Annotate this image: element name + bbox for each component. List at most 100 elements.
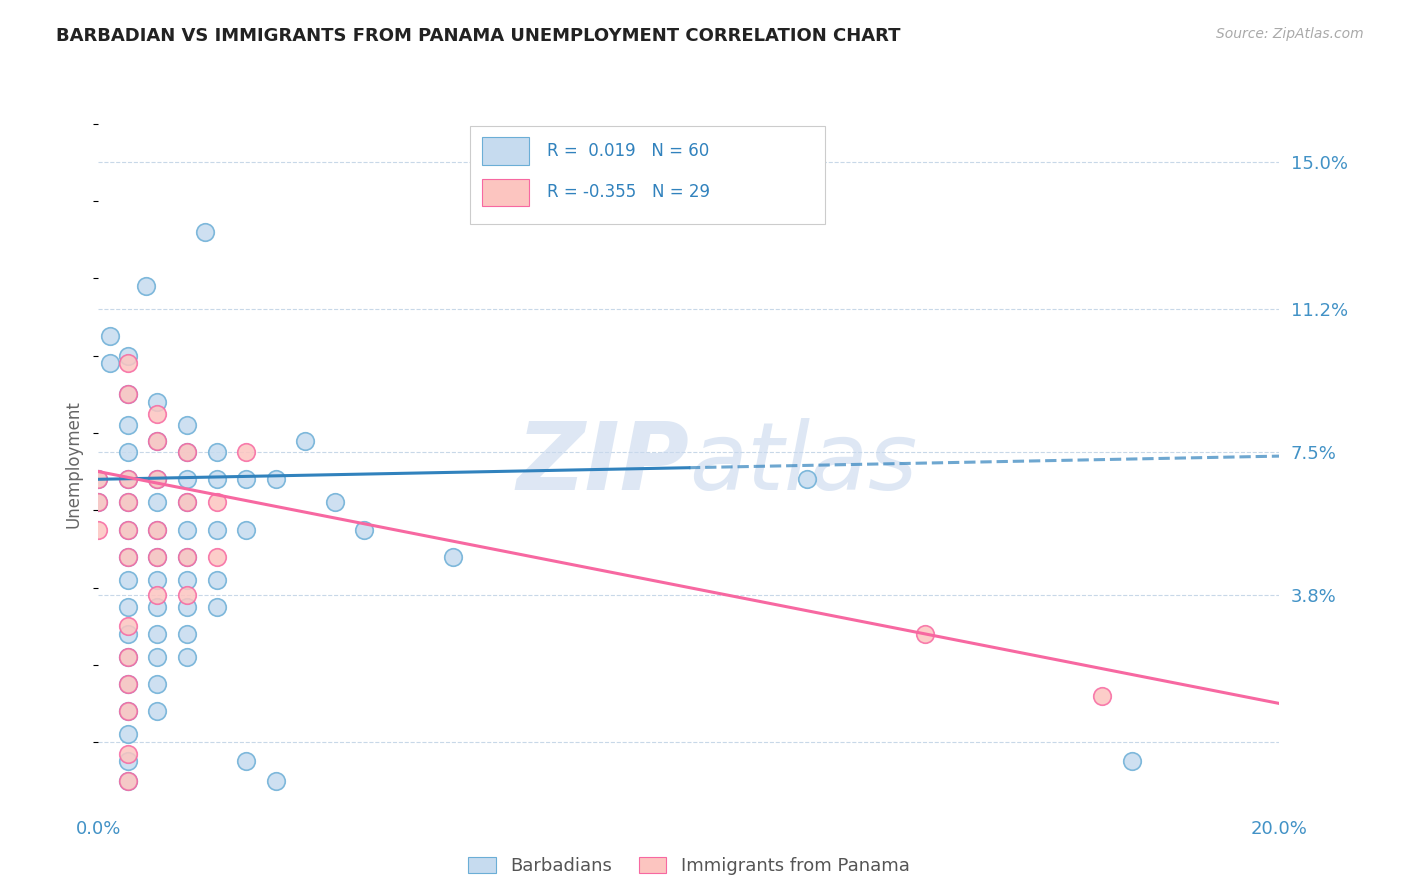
Point (353, 523, 375, 537)
Point (146, 704, 169, 718)
Point (117, 677, 139, 691)
Point (135, 279, 157, 293)
Text: Source: ZipAtlas.com: Source: ZipAtlas.com (1216, 27, 1364, 41)
Point (117, 445, 139, 459)
Point (146, 407, 169, 421)
Point (1091, 689, 1114, 703)
Point (205, 599, 228, 614)
Point (235, 445, 257, 459)
Point (235, 472, 257, 486)
Point (146, 495, 169, 509)
Point (194, 225, 217, 239)
Point (205, 495, 228, 509)
Text: R =  0.019   N = 60: R = 0.019 N = 60 (547, 142, 710, 160)
Point (176, 588, 198, 602)
Point (176, 495, 198, 509)
Point (117, 523, 139, 537)
Point (117, 650, 139, 665)
Point (146, 588, 169, 602)
Point (323, 495, 346, 509)
Point (146, 650, 169, 665)
Point (1121, 755, 1143, 769)
Point (98, 329, 121, 343)
Point (146, 549, 169, 564)
Point (205, 523, 228, 537)
Text: BARBADIAN VS IMMIGRANTS FROM PANAMA UNEMPLOYMENT CORRELATION CHART: BARBADIAN VS IMMIGRANTS FROM PANAMA UNEM… (56, 27, 901, 45)
Point (294, 434, 316, 448)
Point (117, 773, 139, 788)
Point (235, 523, 257, 537)
Point (146, 523, 169, 537)
Point (146, 434, 169, 448)
Point (117, 704, 139, 718)
Point (176, 472, 198, 486)
Point (117, 523, 139, 537)
Point (176, 495, 198, 509)
Text: R = -0.355   N = 29: R = -0.355 N = 29 (547, 184, 710, 202)
Point (205, 549, 228, 564)
Point (146, 472, 169, 486)
Point (117, 627, 139, 641)
Point (98, 356, 121, 370)
Y-axis label: Unemployment: Unemployment (65, 400, 83, 528)
Point (176, 523, 198, 537)
Point (176, 650, 198, 665)
Point (117, 549, 139, 564)
Point (205, 573, 228, 587)
Point (146, 395, 169, 409)
Bar (482, 136, 530, 165)
Point (117, 599, 139, 614)
Point (117, 387, 139, 401)
Point (117, 418, 139, 433)
Point (146, 627, 169, 641)
Point (117, 495, 139, 509)
Point (441, 549, 464, 564)
Point (87, 495, 110, 509)
Point (235, 755, 257, 769)
Point (117, 650, 139, 665)
Point (176, 418, 198, 433)
Point (117, 573, 139, 587)
Point (117, 472, 139, 486)
Point (117, 619, 139, 633)
Point (117, 755, 139, 769)
Point (176, 549, 198, 564)
Text: atlas: atlas (689, 418, 917, 509)
Point (176, 573, 198, 587)
Point (796, 472, 818, 486)
Point (264, 472, 287, 486)
Point (176, 445, 198, 459)
Point (87, 523, 110, 537)
Point (117, 773, 139, 788)
Text: ZIP: ZIP (516, 417, 689, 510)
Point (117, 349, 139, 363)
Point (87, 495, 110, 509)
Bar (482, 178, 530, 206)
Point (264, 773, 287, 788)
Point (146, 549, 169, 564)
Point (146, 472, 169, 486)
FancyBboxPatch shape (471, 127, 825, 224)
Point (176, 599, 198, 614)
Point (87, 472, 110, 486)
Legend: Barbadians, Immigrants from Panama: Barbadians, Immigrants from Panama (461, 850, 917, 883)
Point (117, 727, 139, 741)
Point (146, 573, 169, 587)
Point (176, 627, 198, 641)
Point (117, 677, 139, 691)
Point (117, 495, 139, 509)
Point (117, 356, 139, 370)
Point (117, 747, 139, 761)
Point (205, 472, 228, 486)
Point (117, 387, 139, 401)
Point (146, 434, 169, 448)
Point (146, 523, 169, 537)
Point (117, 704, 139, 718)
Point (914, 627, 936, 641)
Point (146, 677, 169, 691)
Point (176, 549, 198, 564)
Point (117, 549, 139, 564)
Point (87, 472, 110, 486)
Point (146, 599, 169, 614)
Point (176, 445, 198, 459)
